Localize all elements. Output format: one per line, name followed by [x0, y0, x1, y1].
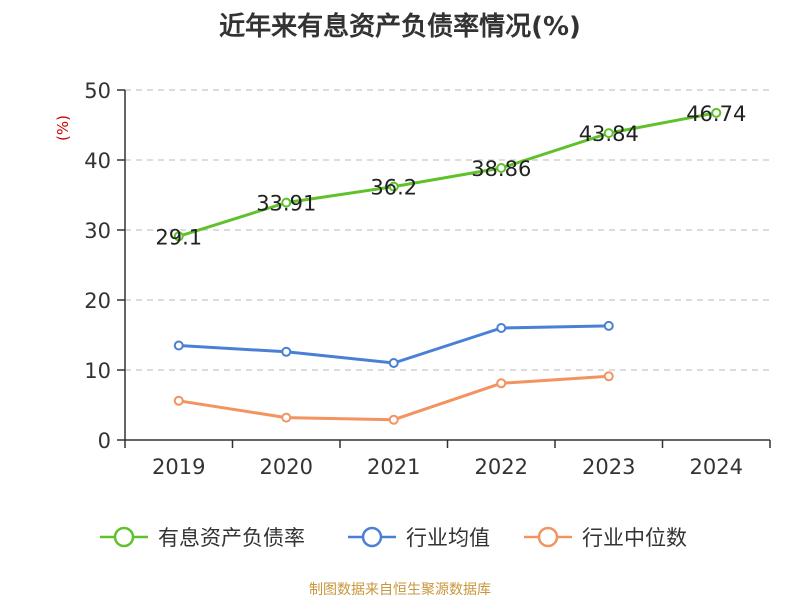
x-tick-label: 2021 — [367, 455, 420, 479]
data-point — [388, 181, 399, 192]
data-point — [603, 128, 614, 139]
data-label: 36.2 — [370, 176, 417, 200]
data-point — [496, 323, 507, 333]
x-tick-label: 2019 — [152, 455, 205, 479]
y-axis-label: (%) — [54, 115, 72, 141]
legend-label: 行业中位数 — [582, 526, 687, 550]
grid-lines — [125, 89, 770, 371]
y-tick-label: 0 — [98, 429, 111, 453]
data-label: 43.84 — [579, 122, 639, 146]
data-point — [281, 412, 292, 423]
data-point — [281, 346, 292, 357]
data-label: 33.91 — [256, 192, 316, 216]
chart-title: 近年来有息资产负债率情况(%) — [219, 12, 581, 42]
legend-item[interactable]: 行业中位数 — [524, 526, 687, 550]
data-point — [173, 395, 184, 406]
source-note: 制图数据来自恒生聚源数据库 — [309, 582, 491, 598]
series-2 — [173, 371, 614, 425]
series-lines — [173, 107, 722, 425]
x-tick-label: 2020 — [260, 455, 313, 479]
legend-item[interactable]: 有息资产负债率 — [100, 526, 305, 550]
x-tick-label: 2023 — [582, 455, 635, 479]
data-point — [388, 358, 399, 368]
legend-item[interactable]: 行业均值 — [348, 526, 490, 550]
series-0 — [173, 107, 722, 242]
data-labels: 29.1 33.91 36.2 38.86 43.84 46.74 — [155, 102, 746, 249]
axes: 0 10 20 30 40 50 2019 2020 2021 2022 2023 2024 — [84, 79, 771, 479]
legend-label: 行业均值 — [406, 526, 490, 550]
y-tick-label: 50 — [84, 79, 111, 103]
series-line — [178, 374, 609, 422]
series-line — [178, 324, 609, 365]
x-tick-label: 2022 — [475, 455, 528, 479]
legend-marker-icon — [361, 526, 383, 548]
data-point — [711, 107, 722, 118]
y-tick-label: 20 — [84, 289, 111, 313]
y-tick-label: 30 — [84, 219, 111, 243]
data-label: 38.86 — [471, 157, 531, 181]
series-1 — [173, 320, 614, 368]
legend-marker-icon — [113, 526, 135, 548]
data-point — [281, 197, 292, 208]
data-point — [173, 231, 184, 242]
data-point — [496, 378, 507, 389]
legend-marker-icon — [537, 526, 559, 548]
data-point — [173, 340, 184, 351]
y-tick-label: 10 — [84, 359, 111, 383]
series-line — [178, 111, 717, 238]
x-tick-label: 2024 — [690, 455, 743, 479]
data-point — [496, 162, 507, 173]
y-tick-label: 40 — [84, 149, 111, 173]
data-point — [603, 320, 614, 331]
data-point — [388, 414, 399, 425]
legend-label: 有息资产负债率 — [158, 526, 305, 550]
data-label: 29.1 — [155, 225, 202, 249]
data-point — [603, 371, 614, 382]
data-label: 46.74 — [686, 102, 746, 126]
legend: 有息资产负债率 行业均值 行业中位数 — [100, 526, 687, 550]
